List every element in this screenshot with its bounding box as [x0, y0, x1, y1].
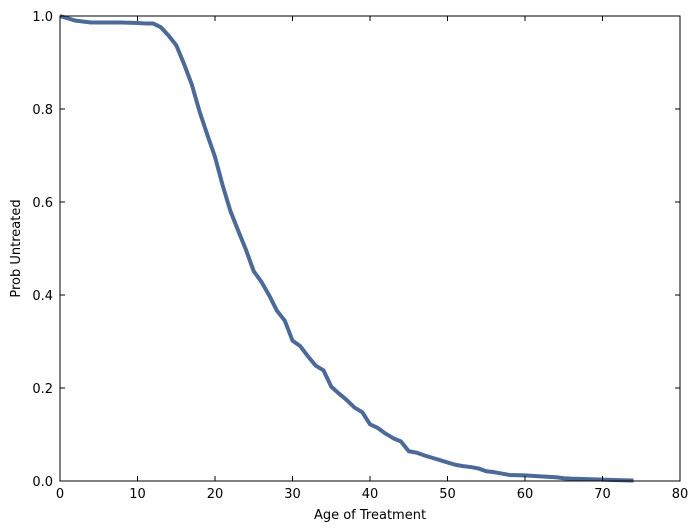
y-tick-label: 1.0 — [32, 10, 53, 25]
x-tick-label: 20 — [207, 487, 224, 502]
plot-frame — [59, 15, 681, 482]
y-axis-label: Prob Untreated — [9, 199, 24, 297]
x-tick-label: 70 — [594, 487, 611, 502]
x-axis-label: Age of Treatment — [314, 508, 426, 523]
x-axis-ticks: 0 10 20 30 40 50 60 70 80 — [56, 16, 688, 502]
y-tick-label: 0.0 — [32, 475, 53, 490]
series-line — [59, 14, 634, 483]
x-tick-label: 10 — [129, 487, 146, 502]
y-tick-label: 0.4 — [32, 289, 53, 304]
x-tick-label: 40 — [362, 487, 379, 502]
y-axis-ticks: 0.0 0.2 0.4 0.6 0.8 1.0 — [32, 10, 680, 490]
x-tick-label: 60 — [517, 487, 534, 502]
x-tick-label: 50 — [439, 487, 456, 502]
x-tick-label: 80 — [672, 487, 689, 502]
plot-area — [59, 14, 634, 483]
x-tick-label: 0 — [56, 487, 64, 502]
y-tick-label: 0.2 — [32, 382, 53, 397]
y-tick-label: 0.6 — [32, 196, 53, 211]
y-tick-label: 0.8 — [32, 103, 53, 118]
x-tick-label: 30 — [284, 487, 301, 502]
